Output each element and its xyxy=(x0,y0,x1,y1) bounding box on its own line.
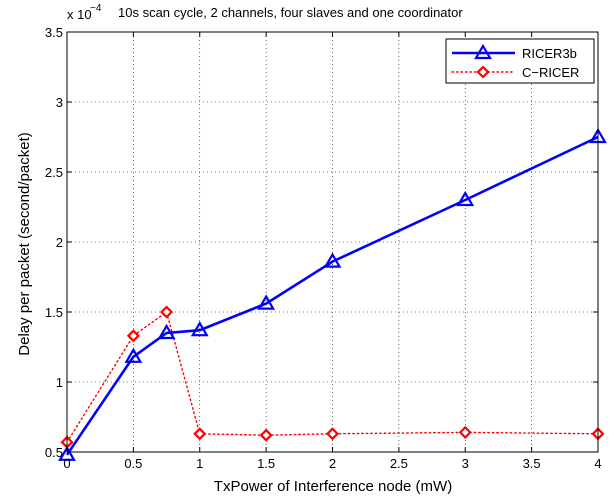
data-point-c-ricer xyxy=(458,425,472,439)
chart-title: 10s scan cycle, 2 channels, four slaves … xyxy=(118,5,463,20)
x-tick-label: 1.5 xyxy=(257,456,275,471)
legend-box xyxy=(445,38,595,84)
x-tick-label: 2 xyxy=(329,456,336,471)
data-point-c-ricer xyxy=(325,427,340,441)
grid-layer xyxy=(67,32,598,452)
y-multiplier-base: x 10 xyxy=(67,7,92,22)
x-tick-label: 3.5 xyxy=(523,456,541,471)
legend-label-c-ricer: C−RICER xyxy=(522,65,579,80)
y-axis-multiplier: x 10 −4 xyxy=(67,3,102,22)
y-axis-label: Delay per packet (second/packet) xyxy=(16,132,33,355)
series-ricer3b xyxy=(58,127,607,461)
x-tick-label: 0 xyxy=(63,456,70,471)
x-tick-label: 1 xyxy=(196,456,203,471)
data-point-ricer3b xyxy=(323,252,342,268)
data-point-ricer3b xyxy=(456,190,475,207)
data-point-c-ricer xyxy=(160,305,174,319)
data-point-ricer3b xyxy=(58,445,76,461)
legend-entries: RICER3b C−RICER xyxy=(451,43,579,80)
legend-label-ricer3b: RICER3b xyxy=(522,46,577,61)
y-tick-label: 2.5 xyxy=(45,165,63,180)
legend-marker-ricer3b xyxy=(474,43,492,60)
data-point-ricer3b xyxy=(190,321,209,337)
legend: RICER3b C−RICER xyxy=(445,38,595,84)
series-line-ricer3b xyxy=(65,135,599,456)
y-tick-label: 3 xyxy=(56,95,63,110)
y-tick-label: 3.5 xyxy=(45,25,63,40)
x-tick-label: 3 xyxy=(462,456,469,471)
y-tick-label: 1.5 xyxy=(45,305,63,320)
y-tick-label: 1 xyxy=(56,375,63,390)
tick-layer: 0 0.5 1 1.5 2 2.5 3 3.5 40.511.522.533.5 xyxy=(45,25,602,471)
data-point-c-ricer xyxy=(259,428,273,442)
data-point-c-ricer xyxy=(193,427,207,441)
series-line-c-ricer xyxy=(66,310,599,443)
x-tick-label: 2.5 xyxy=(390,456,408,471)
x-tick-label: 4 xyxy=(594,456,601,471)
legend-entry-ricer3b: RICER3b xyxy=(452,43,577,61)
x-axis-label: TxPower of Interference node (mW) xyxy=(214,478,452,495)
y-tick-label: 0.5 xyxy=(45,445,63,460)
data-point-ricer3b xyxy=(124,347,143,363)
data-point-c-ricer xyxy=(126,329,140,343)
y-tick-label: 2 xyxy=(56,235,63,250)
legend-entry-c-ricer: C−RICER xyxy=(451,65,579,80)
data-point-ricer3b xyxy=(257,294,276,310)
y-multiplier-exponent: −4 xyxy=(90,3,102,14)
x-tick-label: 0.5 xyxy=(124,456,142,471)
data-point-ricer3b xyxy=(157,323,176,340)
legend-marker-c-ricer xyxy=(476,65,490,79)
